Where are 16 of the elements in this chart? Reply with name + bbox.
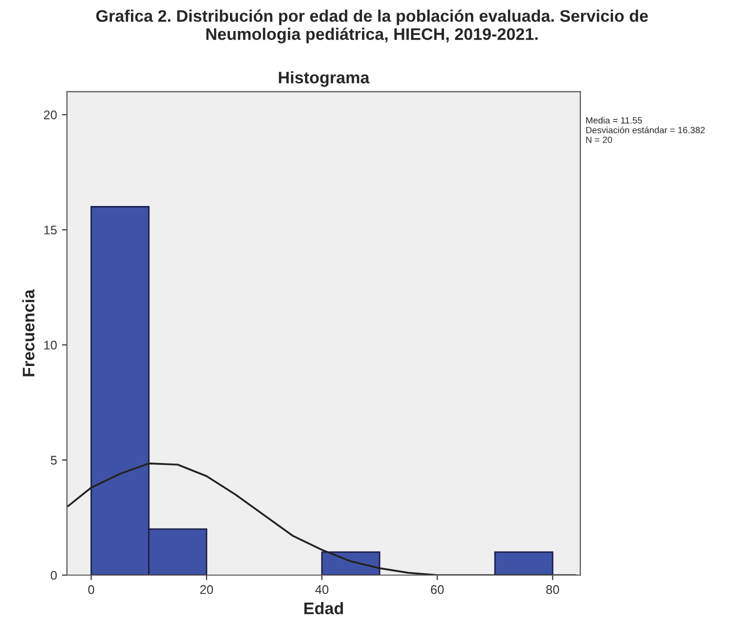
chart-title: Grafica 2. Distribución por edad de la población evaluada. Servicio de Neumologia pediátrica, HIECH, 2019-2021.: [96, 9, 648, 44]
x-tick-label: 20: [200, 585, 214, 594]
text: Media = 11.55 Desviación estándar = 16.382 N = 20: [586, 116, 705, 143]
y-tick-label: 10: [44, 340, 57, 350]
y-tick-label: 15: [44, 226, 57, 234]
chart-subtitle: Histograma: [278, 71, 370, 87]
x-axis-title: Edad: [304, 602, 343, 614]
line-series: [67, 462, 577, 576]
x-tick-label: 60: [430, 585, 444, 594]
x-tick-label: 40: [315, 585, 328, 594]
y-tick-label: 20: [44, 110, 57, 120]
y-axis-title: Frecuencia: [22, 289, 34, 376]
y-tick-label: 0: [50, 570, 57, 580]
y-tick-label: 5: [50, 456, 57, 465]
x-tick-label: 80: [546, 585, 560, 594]
x-tick-label: 0: [88, 585, 94, 594]
